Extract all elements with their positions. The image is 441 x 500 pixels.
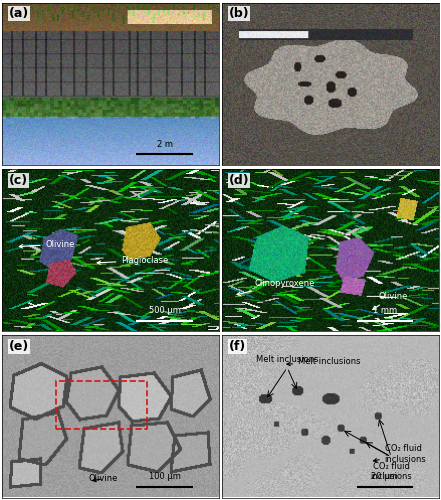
Text: Melt inclusions: Melt inclusions [287, 358, 361, 366]
Text: (c): (c) [9, 174, 28, 186]
Text: Olivine: Olivine [89, 474, 118, 484]
Text: (a): (a) [9, 8, 29, 20]
Text: 2 m: 2 m [157, 140, 172, 148]
Text: Olivine: Olivine [19, 240, 75, 249]
Text: Melt inclusions: Melt inclusions [256, 356, 318, 364]
Bar [56, 380, 147, 430]
Text: 100 μm: 100 μm [149, 472, 180, 482]
Text: Clinopyroxene: Clinopyroxene [237, 278, 315, 295]
Text: (d): (d) [229, 174, 249, 186]
Text: Plagioclase: Plagioclase [97, 256, 168, 265]
Text: 500 μm: 500 μm [149, 306, 180, 315]
Text: CO₂ fluid
inclusions: CO₂ fluid inclusions [370, 462, 412, 481]
Text: (f): (f) [229, 340, 246, 353]
Text: CO₂ fluid
inclusions: CO₂ fluid inclusions [374, 444, 426, 464]
Text: (e): (e) [9, 340, 29, 353]
Text: 1 mm: 1 mm [373, 306, 397, 315]
Text: (b): (b) [229, 8, 249, 20]
Text: Olivine: Olivine [373, 292, 407, 310]
Text: 20 μm: 20 μm [371, 472, 398, 482]
